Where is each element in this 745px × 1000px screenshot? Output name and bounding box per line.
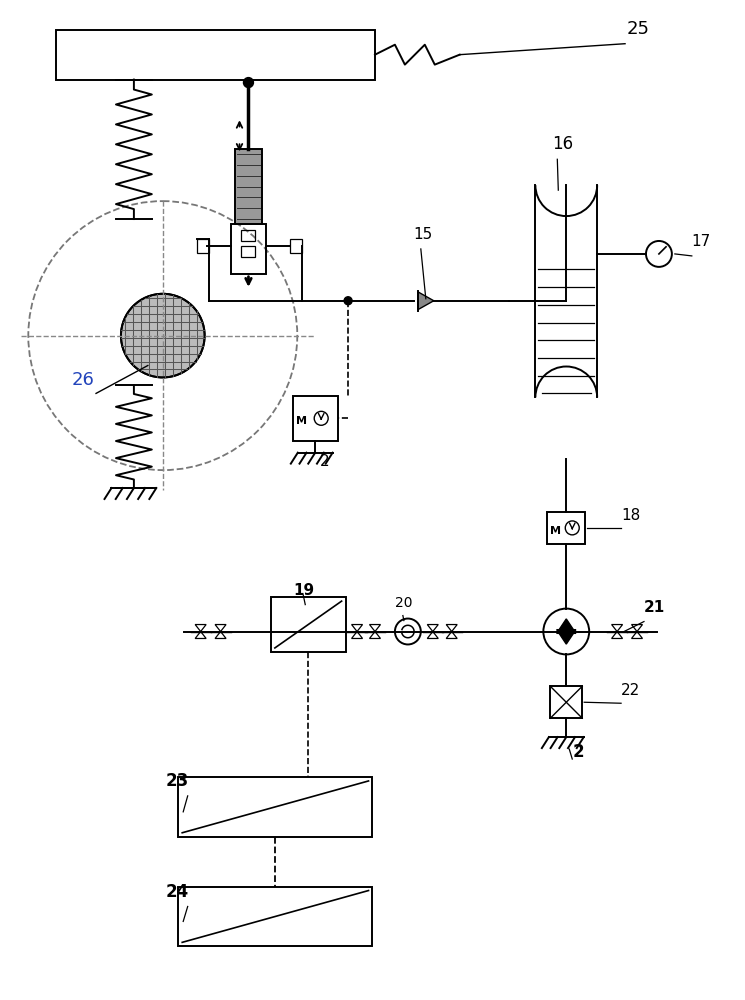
- Bar: [548, 512, 586, 544]
- Text: 25: 25: [627, 20, 650, 38]
- Text: 23: 23: [166, 772, 189, 790]
- Text: 19: 19: [294, 583, 314, 598]
- Bar: [197, 239, 209, 253]
- Text: 18: 18: [621, 508, 640, 523]
- Text: M: M: [551, 526, 561, 536]
- Bar: [241, 246, 256, 257]
- Circle shape: [244, 78, 253, 88]
- Text: 24: 24: [166, 883, 189, 901]
- Text: 2: 2: [320, 454, 330, 469]
- Text: 21: 21: [644, 600, 665, 615]
- Bar: [56, 30, 375, 80]
- Text: 26: 26: [71, 371, 94, 389]
- Bar: [178, 777, 372, 837]
- Bar: [271, 597, 346, 652]
- Text: 16: 16: [552, 135, 574, 153]
- Polygon shape: [557, 619, 576, 633]
- Bar: [230, 224, 267, 274]
- Bar: [241, 230, 256, 241]
- Text: 17: 17: [692, 234, 711, 249]
- Bar: [293, 396, 337, 441]
- Text: 15: 15: [413, 227, 432, 242]
- Bar: [235, 149, 262, 224]
- Bar: [291, 239, 302, 253]
- Polygon shape: [557, 630, 576, 644]
- Text: 2: 2: [572, 743, 584, 761]
- Bar: [551, 686, 582, 718]
- Text: 22: 22: [621, 683, 640, 698]
- Circle shape: [121, 294, 205, 377]
- Bar: [178, 887, 372, 946]
- Text: 20: 20: [395, 596, 413, 610]
- Polygon shape: [418, 292, 434, 310]
- Circle shape: [344, 297, 352, 305]
- Text: M: M: [296, 416, 307, 426]
